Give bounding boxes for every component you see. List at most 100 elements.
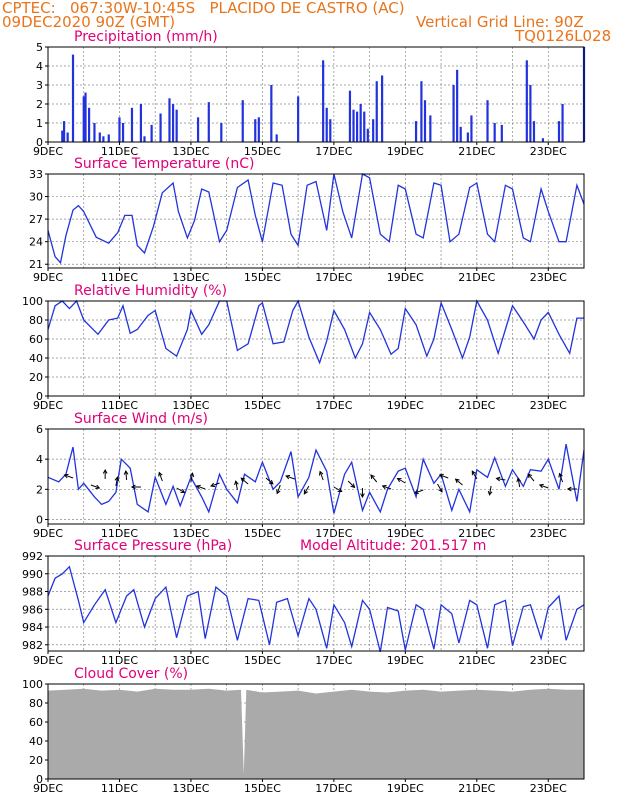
wind-direction-arrow — [438, 473, 449, 479]
precipitation-bar — [98, 132, 101, 142]
x-tick-label: 21DEC — [458, 145, 495, 158]
y-tick-label: 5 — [36, 41, 43, 54]
y-tick-label: 100 — [22, 678, 43, 691]
precipitation-bar — [381, 75, 384, 142]
x-tick-label: 21DEC — [458, 399, 495, 412]
wind-direction-arrow — [527, 473, 535, 482]
wind-direction-arrow — [538, 483, 549, 489]
precipitation-bar — [525, 60, 528, 142]
panel-frame — [47, 173, 585, 269]
series-line — [47, 565, 585, 653]
precipitation-bar — [470, 115, 473, 142]
precipitation-bar — [429, 115, 432, 142]
x-tick-label: 21DEC — [458, 271, 495, 284]
precipitation-bar — [168, 98, 171, 142]
model-altitude: Model Altitude: 201.517 m — [300, 538, 486, 554]
y-tick-label: 982 — [22, 639, 43, 652]
precipitation-bar — [93, 123, 96, 142]
wind-direction-arrow — [176, 487, 186, 494]
wind-direction-arrow — [234, 480, 239, 491]
x-tick-label: 13DEC — [172, 782, 209, 795]
x-tick-label: 13DEC — [172, 527, 209, 540]
x-tick-label: 11DEC — [101, 399, 138, 412]
precipitation-bar — [62, 121, 66, 142]
y-tick-label: 1 — [36, 117, 43, 130]
x-tick-label: 19DEC — [387, 399, 424, 412]
x-tick-label: 19DEC — [387, 527, 424, 540]
wind-direction-arrow — [90, 484, 101, 490]
precipitation-bar — [452, 85, 455, 142]
panel-frame — [47, 428, 585, 525]
panel-title: Cloud Cover (%) — [74, 666, 188, 682]
precipitation-bar — [486, 100, 489, 142]
precipitation-bar — [270, 85, 273, 142]
panel-frame — [47, 300, 585, 397]
precipitation-bar — [541, 138, 545, 142]
y-tick-label: 40 — [29, 735, 43, 748]
y-tick-label: 4 — [36, 453, 43, 466]
wind-direction-arrow — [471, 470, 478, 480]
precipitation-bar — [352, 109, 355, 142]
precipitation-bar — [207, 102, 210, 142]
wind-direction-arrow — [195, 484, 206, 490]
x-tick-label: 17DEC — [315, 527, 352, 540]
y-tick-label: 20 — [29, 371, 43, 384]
header-code: TQ0126L028 — [515, 27, 612, 45]
wind-direction-arrow — [487, 485, 493, 496]
precipitation-bar — [171, 104, 175, 142]
wind-direction-arrow — [454, 478, 463, 486]
x-tick-label: 13DEC — [172, 145, 209, 158]
precipitation-bar — [102, 136, 105, 142]
precipitation-bar — [466, 132, 469, 142]
x-tick-label: 9DEC — [33, 145, 63, 158]
wind-direction-arrow — [189, 472, 195, 483]
header-grid-note: Vertical Grid Line: 90Z — [416, 13, 584, 31]
x-tick-label: 19DEC — [387, 654, 424, 667]
precipitation-bar — [87, 107, 91, 142]
wind-direction-arrow — [285, 474, 295, 480]
precipitation-bar — [355, 111, 359, 142]
x-tick-label: 23DEC — [530, 271, 567, 284]
y-tick-label: 33 — [29, 168, 43, 181]
y-tick-label: 80 — [29, 697, 43, 710]
precipitation-bar — [529, 85, 532, 142]
precipitation-bar — [359, 104, 362, 142]
wind-direction-arrow — [495, 476, 506, 482]
wind-direction-arrow — [381, 484, 392, 490]
panel-title: Surface Temperature (nC) — [74, 156, 255, 172]
x-tick-label: 15DEC — [244, 654, 281, 667]
x-tick-label: 13DEC — [172, 654, 209, 667]
x-tick-label: 11DEC — [101, 271, 138, 284]
precipitation-bar — [423, 100, 427, 142]
precipitation-bar — [557, 121, 561, 142]
precipitation-bar — [297, 96, 300, 142]
precipitation-bar — [414, 121, 418, 142]
y-tick-label: 0 — [36, 513, 43, 526]
y-tick-label: 4 — [36, 60, 43, 73]
x-tick-label: 13DEC — [172, 399, 209, 412]
precipitation-bar — [500, 124, 503, 142]
x-tick-label: 19DEC — [387, 145, 424, 158]
wind-direction-arrow — [158, 471, 163, 482]
precipitation-bar — [84, 92, 87, 142]
y-tick-label: 80 — [29, 314, 43, 327]
x-tick-label: 15DEC — [244, 782, 281, 795]
panel-title: Surface Pressure (hPa) — [74, 538, 232, 554]
y-tick-label: 0 — [36, 136, 43, 149]
precipitation-bar — [82, 96, 85, 142]
series-line — [47, 173, 585, 265]
precipitation-bar — [459, 126, 462, 142]
wind-direction-arrow — [333, 486, 343, 493]
panel-frame — [47, 683, 585, 780]
x-tick-label: 23DEC — [530, 654, 567, 667]
precipitation-bar — [372, 119, 375, 142]
y-tick-label: 0 — [36, 390, 43, 403]
x-tick-label: 11DEC — [101, 145, 138, 158]
y-tick-label: 24 — [29, 236, 43, 249]
precipitation-bar — [121, 123, 125, 142]
x-tick-label: 9DEC — [33, 782, 63, 795]
y-tick-label: 2 — [36, 98, 43, 111]
x-tick-label: 15DEC — [244, 271, 281, 284]
precipitation-bar — [254, 119, 257, 142]
precipitation-bar — [456, 69, 459, 142]
